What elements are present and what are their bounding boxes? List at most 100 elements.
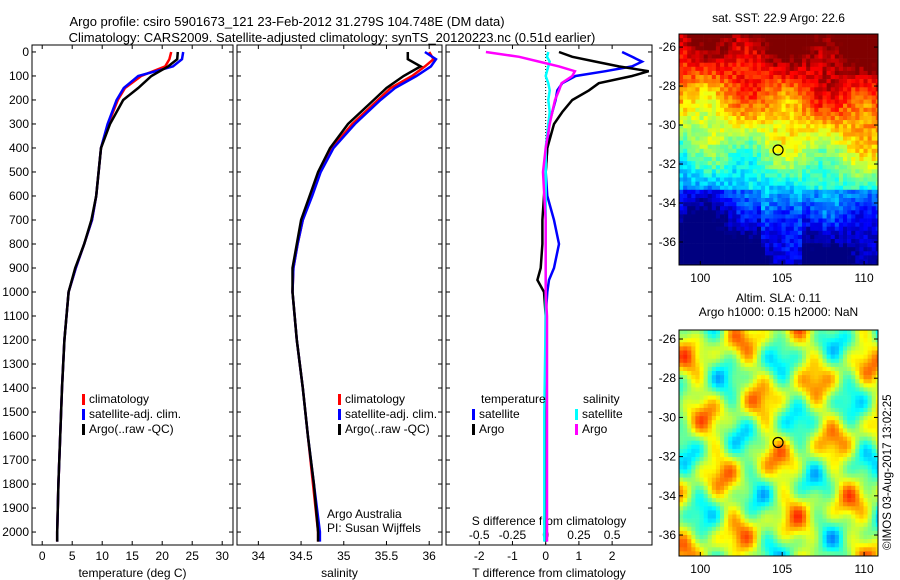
map-cell xyxy=(756,375,762,380)
map-cell xyxy=(822,111,827,117)
map-cell xyxy=(744,416,749,421)
map-cell xyxy=(806,157,811,162)
map-cell xyxy=(802,371,807,376)
map-cell xyxy=(765,91,770,96)
map-cell xyxy=(683,473,688,478)
map-cell xyxy=(683,436,688,441)
map-cell xyxy=(773,457,778,462)
map-cell xyxy=(830,403,836,409)
map-cell xyxy=(715,95,721,100)
map-cell xyxy=(855,91,860,96)
map-cell xyxy=(699,387,704,392)
map-cell xyxy=(707,387,713,392)
map-cell xyxy=(720,103,725,109)
map-cell xyxy=(871,403,877,409)
map-cell xyxy=(851,399,856,405)
map-cell xyxy=(871,338,877,343)
map-cell xyxy=(818,95,823,100)
map-cell xyxy=(715,407,721,413)
map-cell xyxy=(748,50,754,55)
map-cell xyxy=(724,136,729,141)
map-cell xyxy=(715,70,721,76)
map-cell xyxy=(802,198,807,203)
map-cell xyxy=(752,263,758,266)
map-cell xyxy=(863,255,868,260)
map-cell xyxy=(728,99,733,104)
map-cell xyxy=(838,66,844,72)
map-cell xyxy=(720,387,725,392)
map-cell xyxy=(806,165,811,170)
map-cell xyxy=(773,210,778,215)
map-cell xyxy=(810,169,815,174)
map-cell xyxy=(699,412,704,417)
map-cell xyxy=(777,436,782,441)
map-cell xyxy=(838,152,844,158)
map-cell xyxy=(703,91,708,96)
map-cell xyxy=(765,440,770,446)
map-cell xyxy=(703,485,708,491)
map-cell xyxy=(818,465,823,470)
map-cell xyxy=(695,152,700,158)
map-cell xyxy=(875,379,879,384)
map-cell xyxy=(843,477,848,482)
map-cell xyxy=(785,58,790,63)
map-cell xyxy=(834,234,840,240)
map-cell xyxy=(715,189,721,195)
map-cell xyxy=(703,148,708,154)
map-cell xyxy=(785,243,790,248)
map-cell xyxy=(843,95,848,100)
map-cell xyxy=(736,214,741,219)
map-cell xyxy=(834,391,840,396)
map-cell xyxy=(777,202,782,207)
map-cell xyxy=(695,338,700,343)
map-cell xyxy=(703,161,708,166)
map-cell xyxy=(797,424,803,429)
map-cell xyxy=(814,358,819,364)
map-cell xyxy=(724,412,729,417)
map-cell xyxy=(728,62,733,68)
map-cell xyxy=(715,342,721,347)
map-cell xyxy=(793,453,799,458)
map-cell xyxy=(695,128,700,133)
map-cell xyxy=(740,354,745,359)
map-cell xyxy=(773,371,778,376)
map-cell xyxy=(843,383,848,388)
map-cell xyxy=(769,383,774,388)
map-cell xyxy=(761,407,766,413)
map-cell xyxy=(756,362,762,368)
map-cell xyxy=(814,416,819,421)
map-cell xyxy=(843,346,848,351)
map-cell xyxy=(855,75,860,80)
map-cell xyxy=(818,230,823,236)
map-cell xyxy=(806,95,811,100)
map-cell xyxy=(843,444,848,450)
map-cell xyxy=(715,169,721,174)
map-cell xyxy=(806,399,811,405)
map-cell xyxy=(826,465,831,470)
map-cell xyxy=(834,83,840,88)
map-cell xyxy=(830,457,836,462)
map-cell xyxy=(814,38,819,43)
map-cell xyxy=(765,42,770,47)
map-cell xyxy=(703,38,708,43)
map-cell xyxy=(740,140,745,145)
map-cell xyxy=(728,132,733,137)
map-cell xyxy=(703,152,708,158)
map-cell xyxy=(752,247,758,252)
map-cell xyxy=(843,424,848,429)
map-cell xyxy=(683,128,688,133)
map-cell xyxy=(797,193,803,199)
map-cell xyxy=(773,193,778,199)
map-cell xyxy=(814,465,819,470)
map-cell xyxy=(752,181,758,186)
map-cell xyxy=(810,210,815,215)
map-cell xyxy=(855,54,860,59)
map-cell xyxy=(830,58,836,63)
map-cell xyxy=(855,448,860,454)
map-cell xyxy=(720,473,725,478)
map-cell xyxy=(838,448,844,454)
map-cell xyxy=(748,362,754,368)
map-cell xyxy=(847,387,852,392)
map-cell xyxy=(802,416,807,421)
map-cell xyxy=(687,198,692,203)
